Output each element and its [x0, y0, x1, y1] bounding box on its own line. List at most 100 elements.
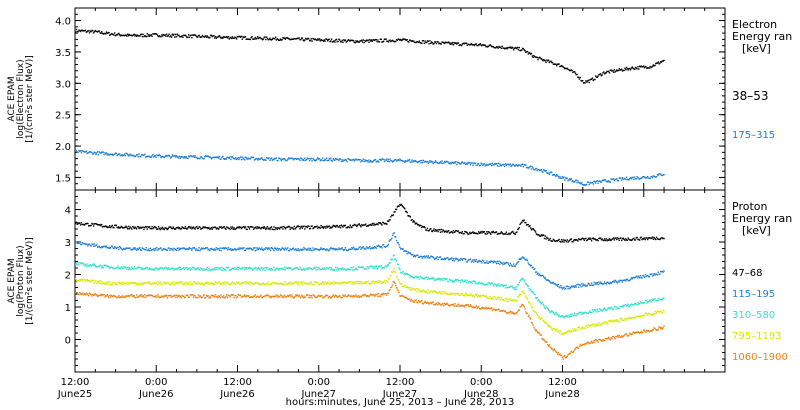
data-point: [124, 296, 126, 298]
data-point: [252, 38, 255, 40]
data-point: [197, 266, 200, 269]
data-point: [560, 330, 562, 332]
data-point: [261, 296, 264, 299]
data-point: [245, 266, 247, 269]
data-point: [208, 37, 210, 39]
data-point: [335, 282, 337, 284]
data-point: [78, 149, 80, 152]
data-point: [460, 161, 463, 164]
data-point: [254, 250, 256, 252]
data-point: [369, 161, 371, 163]
data-point: [369, 224, 371, 226]
data-point: [301, 227, 304, 229]
data-point: [462, 42, 464, 44]
data-point: [532, 309, 534, 312]
data-point: [659, 238, 661, 241]
data-point: [464, 42, 466, 44]
data-point: [300, 226, 302, 228]
data-point: [114, 282, 116, 284]
data-point: [430, 161, 432, 163]
data-point: [92, 225, 95, 227]
data-point: [205, 268, 208, 271]
data-point: [556, 174, 558, 176]
data-point: [541, 301, 543, 303]
data-point: [186, 157, 188, 159]
data-point: [488, 231, 490, 233]
data-point: [547, 279, 549, 281]
data-point: [363, 41, 365, 44]
data-point: [134, 267, 136, 270]
data-point: [200, 296, 203, 299]
data-point: [286, 159, 288, 162]
data-point: [612, 319, 614, 322]
data-point: [215, 281, 217, 284]
data-point: [330, 226, 332, 228]
data-point: [421, 42, 423, 44]
data-point: [313, 227, 315, 229]
data-point: [189, 34, 191, 37]
data-point: [299, 281, 301, 284]
data-point: [127, 153, 129, 156]
data-point: [561, 241, 564, 243]
data-point: [84, 264, 87, 266]
data-point: [381, 224, 383, 226]
data-point: [453, 281, 455, 283]
data-point: [390, 258, 392, 260]
data-point: [75, 149, 77, 152]
data-point: [167, 267, 169, 269]
data-point: [506, 262, 508, 264]
data-point: [555, 175, 557, 177]
data-point: [128, 154, 130, 156]
data-point: [606, 309, 608, 311]
data-point: [268, 227, 270, 229]
data-point: [374, 224, 376, 226]
data-point: [274, 282, 277, 284]
data-point: [621, 317, 623, 320]
data-point: [250, 156, 252, 158]
data-point: [152, 269, 154, 271]
data-point: [266, 294, 269, 297]
data-point: [395, 236, 397, 238]
data-point: [166, 33, 168, 35]
data-point: [571, 69, 573, 72]
data-point: [409, 39, 412, 42]
data-point: [320, 282, 322, 285]
data-point: [226, 226, 228, 228]
data-point: [331, 160, 334, 162]
data-point: [212, 35, 214, 37]
data-point: [522, 278, 525, 281]
data-point: [368, 283, 370, 285]
data-point: [241, 156, 243, 158]
data-point: [378, 41, 381, 43]
data-point: [464, 258, 466, 260]
data-point: [190, 294, 192, 296]
data-point: [391, 258, 394, 261]
data-point: [275, 267, 278, 270]
data-point: [170, 282, 173, 284]
data-point: [430, 255, 432, 257]
data-point: [473, 44, 476, 47]
data-point: [565, 241, 568, 243]
data-point: [585, 325, 587, 328]
data-point: [347, 249, 349, 252]
data-point: [454, 294, 456, 296]
data-point: [281, 247, 283, 249]
data-point: [303, 159, 305, 162]
data-point: [121, 248, 123, 251]
data-point: [265, 284, 267, 286]
data-point: [229, 156, 231, 158]
data-point: [118, 245, 121, 248]
data-point: [364, 247, 366, 249]
data-point: [619, 318, 621, 320]
data-point: [608, 239, 610, 241]
data-point: [372, 246, 374, 249]
data-point: [105, 31, 108, 33]
data-point: [402, 38, 404, 40]
data-point: [195, 249, 197, 252]
data-point: [321, 283, 323, 285]
data-point: [503, 262, 505, 264]
data-point: [292, 283, 295, 285]
data-point: [596, 239, 598, 241]
data-point: [448, 162, 451, 165]
data-point: [400, 247, 403, 250]
